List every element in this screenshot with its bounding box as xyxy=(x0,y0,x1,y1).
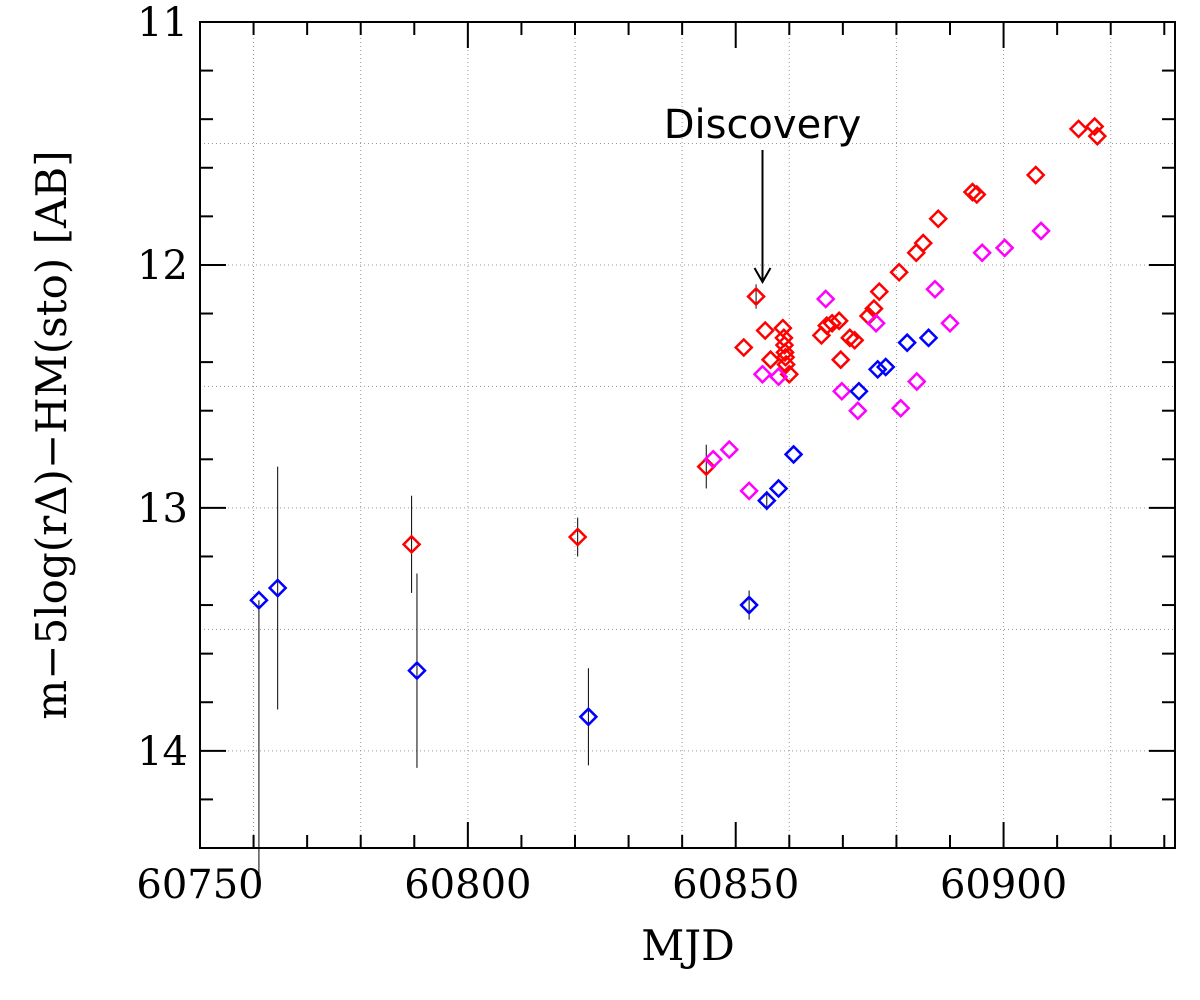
red-data-point xyxy=(746,286,766,307)
blue-data-point xyxy=(768,478,789,499)
x-tick-label: 60750 xyxy=(136,862,263,908)
red-data-point xyxy=(775,342,795,363)
y-tick-label: 14 xyxy=(137,729,188,775)
blue-data-point xyxy=(897,332,917,353)
magenta-data-point xyxy=(739,481,759,501)
red-data-point xyxy=(1087,126,1108,146)
magenta-data-point xyxy=(1031,221,1051,241)
x-tick-label: 60900 xyxy=(940,862,1067,908)
red-data-point xyxy=(844,330,865,351)
red-data-point xyxy=(755,320,775,341)
red-data-point xyxy=(889,262,909,282)
blue-data-point xyxy=(757,490,777,511)
tick-labels: 60750 60800 60850 60900 11 12 13 14 xyxy=(136,0,1067,908)
magenta-data-point xyxy=(768,366,789,387)
discovery-arrow xyxy=(753,150,772,284)
y-tick-label: 13 xyxy=(137,486,188,532)
blue-data-point xyxy=(407,660,427,681)
blue-data-point xyxy=(739,595,759,615)
magenta-data-point xyxy=(866,313,886,334)
red-data-point xyxy=(830,349,851,370)
plot-frame xyxy=(199,21,1176,849)
arrow-head xyxy=(753,267,772,284)
x-axis-title: MJD xyxy=(641,921,735,970)
red-data-point xyxy=(775,347,796,368)
blue-data-point xyxy=(849,381,869,402)
blue-data-point xyxy=(249,590,269,610)
red-data-point xyxy=(928,209,948,229)
error-bars xyxy=(258,284,768,880)
magenta-data-point xyxy=(925,279,945,300)
magenta-data-point xyxy=(848,400,868,421)
data-markers xyxy=(249,116,1108,727)
red-data-point xyxy=(829,311,849,331)
magenta-data-point xyxy=(940,313,960,334)
magenta-data-point xyxy=(815,289,836,309)
blue-data-point xyxy=(783,444,804,465)
red-data-point xyxy=(760,349,781,370)
red-data-point xyxy=(913,233,933,253)
red-data-point xyxy=(962,182,983,202)
red-data-point xyxy=(1068,119,1089,139)
red-data-point xyxy=(773,318,793,338)
magenta-data-point xyxy=(719,439,740,460)
magenta-data-point xyxy=(890,398,911,419)
red-data-point xyxy=(840,328,860,348)
y-tick-label: 12 xyxy=(137,243,188,289)
red-data-point xyxy=(1084,116,1105,137)
blue-data-point xyxy=(875,357,896,377)
red-data-point xyxy=(822,313,842,334)
magenta-data-point xyxy=(703,449,723,470)
y-axis-title: m−5log(rΔ)−HM(sto) [AB] xyxy=(27,150,76,719)
red-data-point xyxy=(869,281,890,302)
red-data-point xyxy=(1025,165,1046,185)
magenta-data-point xyxy=(832,381,852,402)
red-data-point xyxy=(906,243,927,263)
magenta-data-point xyxy=(994,238,1015,258)
blue-data-point xyxy=(267,578,288,598)
magenta-data-point xyxy=(907,371,927,392)
red-data-point xyxy=(733,337,754,358)
x-tick-label: 60850 xyxy=(672,862,799,908)
grid-lines xyxy=(200,22,1175,848)
magenta-data-point xyxy=(752,364,773,385)
x-tick-label: 60800 xyxy=(404,862,531,908)
magenta-data-point xyxy=(972,243,992,263)
blue-data-point xyxy=(918,328,939,348)
y-tick-label: 11 xyxy=(137,0,188,46)
red-data-point xyxy=(774,335,795,355)
red-data-point xyxy=(401,534,422,555)
blue-data-point xyxy=(867,359,888,380)
blue-data-point xyxy=(578,707,599,727)
red-data-point xyxy=(567,527,588,547)
red-data-point xyxy=(967,184,987,205)
red-data-point xyxy=(776,354,796,375)
discovery-annotation-label: Discovery xyxy=(664,102,862,148)
red-data-point xyxy=(779,364,800,385)
